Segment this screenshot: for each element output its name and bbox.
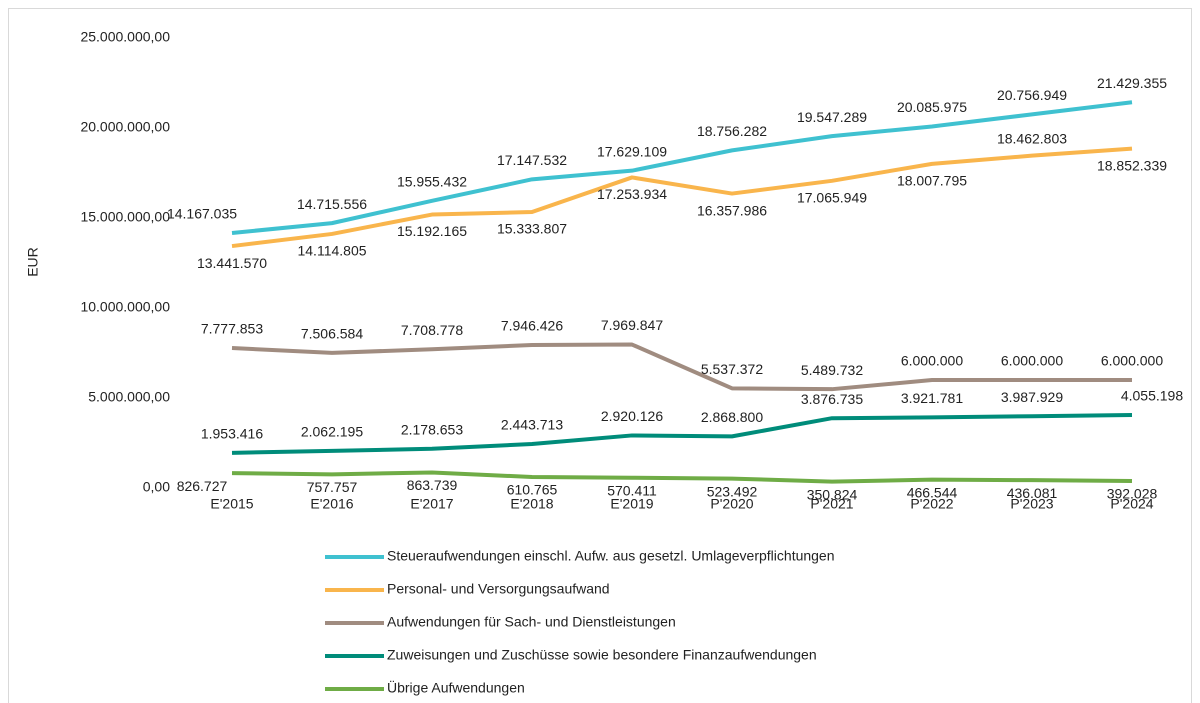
y-tick-label: 0,00 [143,479,170,495]
x-tick-label: E'2017 [410,496,453,512]
data-label: 5.537.372 [701,361,763,377]
data-label: 21.429.355 [1097,75,1167,91]
data-label: 7.506.584 [301,326,363,342]
data-label: 523.492 [707,483,758,499]
data-label: 17.629.109 [597,143,667,159]
data-label: 826.727 [177,478,228,494]
data-label: 436.081 [1007,485,1058,501]
data-label: 5.489.732 [801,362,863,378]
data-label: 2.178.653 [401,421,463,437]
data-label: 3.921.781 [901,390,963,406]
y-tick-label: 15.000.000,00 [80,209,170,225]
data-label: 20.085.975 [897,99,967,115]
data-label: 466.544 [907,484,958,500]
series-line [231,100,1133,235]
legend-label: Aufwendungen für Sach- und Dienstleistun… [387,614,676,630]
data-label: 7.708.778 [401,322,463,338]
y-tick-label: 25.000.000,00 [80,29,170,45]
data-label: 18.852.339 [1097,157,1167,173]
data-label: 757.757 [307,479,358,495]
data-label: 17.065.949 [797,190,867,206]
x-tick-label: E'2016 [310,496,353,512]
data-label: 17.253.934 [597,186,667,202]
data-label: 7.777.853 [201,321,263,337]
data-label: 6.000.000 [901,353,963,369]
data-label: 15.955.432 [397,174,467,190]
legend-label: Steueraufwendungen einschl. Aufw. aus ge… [387,548,835,564]
data-label: 14.114.805 [297,243,366,259]
data-label: 863.739 [407,477,458,493]
data-label: 18.756.282 [697,123,767,139]
legend-label: Übrige Aufwendungen [387,679,525,696]
data-label: 4.055.198 [1121,388,1183,404]
data-label: 16.357.986 [697,202,767,218]
data-label: 392.028 [1107,486,1158,502]
x-tick-label: P'2020 [710,496,753,512]
data-label: 14.715.556 [297,196,367,212]
data-label: 7.969.847 [601,317,663,333]
data-label: 18.462.803 [997,130,1067,146]
x-tick-label: P'2022 [910,496,953,512]
data-label: 15.333.807 [497,221,567,237]
data-label: 610.765 [507,482,558,498]
data-label: 570.411 [607,482,657,498]
series-line [231,413,1133,455]
data-label: 3.876.735 [801,391,863,407]
x-tick-label: E'2015 [210,496,253,512]
data-label: 1.953.416 [201,426,263,442]
y-tick-label: 5.000.000,00 [88,389,170,405]
data-label: 15.192.165 [397,223,467,239]
series-line [231,470,1133,484]
data-label: 17.147.532 [497,152,567,168]
data-label: 20.756.949 [997,87,1067,103]
data-label: 6.000.000 [1101,353,1163,369]
data-label: 7.946.426 [501,318,563,334]
chart-frame [8,8,1192,703]
data-label: 2.920.126 [601,408,663,424]
data-label: 6.000.000 [1001,353,1063,369]
y-axis-label: EUR [25,247,41,277]
series-line [231,342,1132,392]
x-tick-label: P'2023 [1010,496,1053,512]
data-label: 13.441.570 [197,255,267,271]
data-label: 2.868.800 [701,409,763,425]
x-tick-label: P'2024 [1110,496,1153,512]
data-label: 3.987.929 [1001,389,1063,405]
data-label: 18.007.795 [897,173,967,189]
legend-label: Zuweisungen und Zuschüsse sowie besonder… [387,647,817,663]
data-label: 14.167.035 [167,206,237,222]
data-label: 2.443.713 [501,417,563,433]
x-tick-label: P'2021 [810,496,853,512]
y-tick-label: 10.000.000,00 [80,299,170,315]
data-label: 350.824 [807,486,858,502]
y-tick-label: 20.000.000,00 [80,119,170,135]
data-label: 19.547.289 [797,109,867,125]
data-label: 2.062.195 [301,424,363,440]
legend-label: Personal- und Versorgungsaufwand [387,581,610,597]
x-tick-label: E'2018 [510,496,553,512]
x-tick-label: E'2019 [610,496,653,512]
series-line [231,146,1133,249]
